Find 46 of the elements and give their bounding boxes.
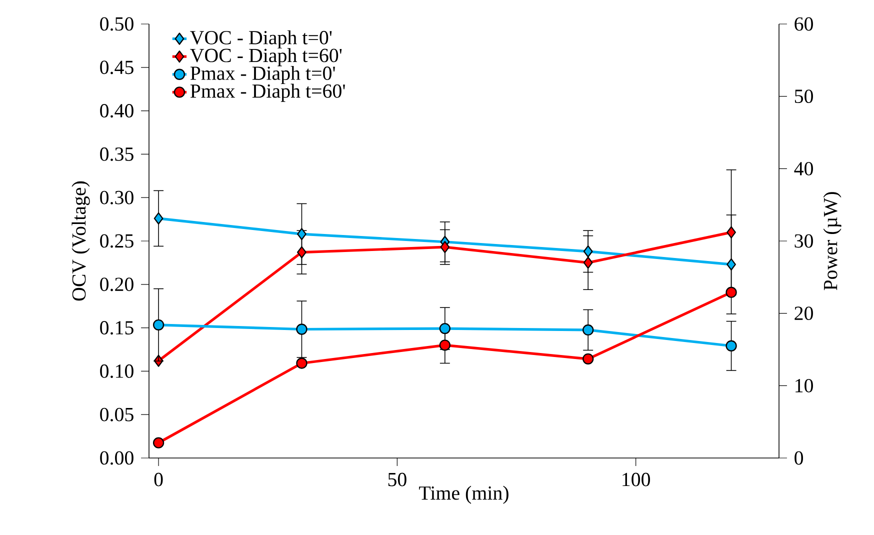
point bbox=[439, 322, 450, 334]
legend-label: VOC - Diaph t=60' bbox=[190, 48, 342, 66]
point bbox=[726, 258, 736, 271]
x-tick-label: 100 bbox=[622, 472, 650, 486]
point bbox=[583, 245, 593, 258]
y2-tick-label: 60 bbox=[794, 17, 813, 31]
point bbox=[726, 226, 736, 238]
y2-tick-label: 50 bbox=[794, 90, 813, 104]
x-axis-title: Time (min) bbox=[419, 486, 508, 504]
y-tick-label: 0.35 bbox=[100, 147, 134, 161]
y-tick-label: 0.00 bbox=[100, 451, 134, 465]
legend-label: Pmax - Diaph t=0' bbox=[190, 66, 335, 84]
y-tick-label: 0.25 bbox=[100, 234, 134, 248]
point bbox=[297, 228, 306, 240]
point bbox=[726, 340, 737, 352]
point bbox=[296, 358, 308, 369]
y-tick-label: 0.40 bbox=[100, 104, 134, 118]
point bbox=[583, 256, 593, 269]
y2-tick-label: 30 bbox=[794, 234, 813, 248]
y2-axis-title: Power (µW) bbox=[823, 192, 842, 290]
point bbox=[152, 319, 164, 330]
x-tick-label: 50 bbox=[388, 472, 406, 486]
y2-tick-label: 0 bbox=[794, 451, 804, 465]
y-tick-label: 0.15 bbox=[100, 321, 134, 335]
legend-label: Pmax - Diaph t=60' bbox=[190, 84, 345, 102]
point bbox=[297, 246, 306, 258]
y-tick-label: 0.10 bbox=[100, 364, 134, 378]
legend-label: VOC - Diaph t=0' bbox=[190, 30, 332, 48]
point bbox=[582, 353, 594, 364]
point bbox=[154, 212, 164, 225]
point bbox=[440, 240, 450, 254]
y-tick-label: 0.20 bbox=[100, 278, 134, 292]
y-tick-label: 0.05 bbox=[100, 408, 134, 422]
y2-tick-label: 40 bbox=[794, 162, 813, 176]
y-axis-title: OCV (Voltage) bbox=[72, 181, 90, 301]
point bbox=[439, 340, 450, 351]
y2-tick-label: 10 bbox=[796, 378, 813, 392]
point bbox=[582, 324, 594, 336]
point bbox=[296, 324, 308, 335]
point bbox=[726, 286, 737, 298]
point bbox=[152, 437, 164, 448]
y-tick-label: 0.50 bbox=[100, 17, 134, 31]
x-tick-label: 0 bbox=[154, 472, 163, 486]
y-tick-label: 0.45 bbox=[100, 60, 134, 74]
y2-tick-label: 20 bbox=[794, 306, 813, 320]
y-tick-label: 0.30 bbox=[100, 190, 134, 204]
